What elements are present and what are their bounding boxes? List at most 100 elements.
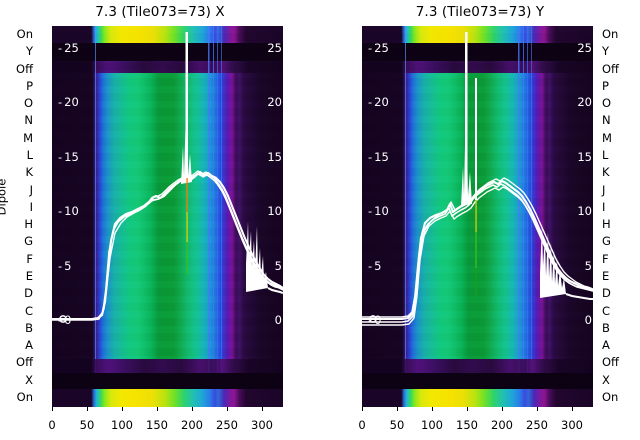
heatmap-row-x xyxy=(52,373,283,389)
panel-y: 7.3 (Tile073=73) Y xyxy=(320,0,640,440)
x-tick-mark-0 xyxy=(362,407,363,411)
dipole-label-h-11: H xyxy=(24,217,33,232)
y-tick-0: 0 xyxy=(584,313,592,327)
y-tick-15: 15 xyxy=(267,149,282,164)
x-tick-mark-300 xyxy=(572,407,573,411)
x-tick-100: 100 xyxy=(421,418,443,432)
x-tick-mark-200 xyxy=(502,407,503,411)
x-tick-300: 300 xyxy=(561,418,583,432)
zero-marker xyxy=(369,315,377,323)
y-tick-10: 10 xyxy=(267,204,282,219)
y-tick-25: 25 xyxy=(577,41,592,55)
panel-y-title: 7.3 (Tile073=73) Y xyxy=(415,4,545,20)
x-tick-mark-150 xyxy=(467,407,468,411)
dipole-label-f-13: F xyxy=(602,251,609,266)
x-axis-left: 0 50 100 150 200 250 300 xyxy=(48,407,283,437)
dipole-label-l-7: L xyxy=(602,148,609,162)
dipole-label-on-21: On xyxy=(602,390,619,404)
marker-line-yellow xyxy=(186,212,188,242)
dipole-label-b-17: B xyxy=(602,320,610,335)
x-tick-mark-50 xyxy=(397,407,398,411)
x-tick-50: 50 xyxy=(389,418,405,432)
overlay-traces-x xyxy=(52,26,283,407)
x-tick-mark-200 xyxy=(192,407,193,411)
x-tick-150: 150 xyxy=(146,418,168,432)
heatmap-rfi-lines xyxy=(362,26,593,407)
dipole-label-a-18: A xyxy=(25,338,33,353)
y-tick-5: 5 xyxy=(274,258,282,273)
marker-line-green xyxy=(475,232,477,268)
marker-line-dark-green xyxy=(475,268,477,296)
heatmap-row-on-bottom xyxy=(362,389,593,407)
heatmap-row-off-bottom xyxy=(362,359,593,373)
y-tick-5: -5 xyxy=(368,258,382,273)
zero-marker xyxy=(59,315,67,323)
dipole-label-m-6: M xyxy=(23,130,33,145)
y-axis-categories-left: On Y Off P O N M L K J I H G F E D C B A Off X On xyxy=(0,26,36,407)
dipole-label-h-11: H xyxy=(602,217,611,232)
dipole-label-y-1: Y xyxy=(25,44,33,59)
x-tick-100: 100 xyxy=(111,418,133,432)
x-tick-50: 50 xyxy=(79,418,95,432)
dipole-label-n-5: N xyxy=(602,113,611,128)
heatmap-x xyxy=(52,26,283,407)
dipole-label-a-18: A xyxy=(602,338,610,353)
dipole-label-off-19: Off xyxy=(602,355,619,370)
y-axis-inner-ticks-right: 25 20 15 10 5 0 xyxy=(246,26,286,407)
x-tick-mark-50 xyxy=(87,407,88,411)
y-axis-categories-right: On Y Off P O N M L K J I H G F E D C B A Off X On xyxy=(598,26,640,407)
dipole-label-c-16: C xyxy=(24,303,33,318)
y-tick-5: -5 xyxy=(58,258,72,273)
dipole-label-o-4: O xyxy=(602,96,612,111)
x-tick-mark-300 xyxy=(262,407,263,411)
y-tick-25: -25 xyxy=(58,41,79,55)
heatmap-rfi-lines xyxy=(52,26,283,407)
dipole-label-b-17: B xyxy=(25,320,33,335)
dipole-label-j-9: J xyxy=(29,182,33,197)
x-tick-150: 150 xyxy=(456,418,478,432)
dipole-label-e-14: E xyxy=(602,269,610,283)
y-tick-20: -20 xyxy=(58,95,79,110)
dipole-label-x-20: X xyxy=(602,372,610,387)
dipole-label-d-15: D xyxy=(24,286,33,301)
dipole-label-g-12: G xyxy=(602,234,611,249)
dipole-label-m-6: M xyxy=(602,130,612,145)
dipole-label-off-2: Off xyxy=(602,61,619,76)
dipole-label-o-4: O xyxy=(23,96,33,111)
dipole-label-on-21: On xyxy=(16,390,33,404)
panel-y-plot-area xyxy=(362,26,593,407)
x-tick-200: 200 xyxy=(491,418,513,432)
dipole-label-y-1: Y xyxy=(602,44,610,59)
x-tick-0: 0 xyxy=(358,418,366,432)
y-tick-15: -15 xyxy=(368,149,389,164)
y-axis-inner-ticks-left: -25 -20 -15 -10 -5 -0 xyxy=(52,26,92,407)
dipole-label-off-2: Off xyxy=(16,61,33,76)
y-tick-20: 20 xyxy=(267,95,282,110)
y-tick-10: -10 xyxy=(368,204,389,219)
panel-x-title: 7.3 (Tile073=73) X xyxy=(95,4,225,20)
y-tick-15: 15 xyxy=(577,149,592,164)
y-tick-25: 25 xyxy=(267,41,282,55)
dipole-label-k-8: K xyxy=(25,165,33,180)
y-axis-inner-ticks-right: 25 20 15 10 5 0 xyxy=(556,26,596,407)
y-tick-25: -25 xyxy=(368,41,389,55)
dipole-label-p-3: P xyxy=(602,78,609,93)
dipole-label-on-0: On xyxy=(602,27,619,41)
dipole-label-c-16: C xyxy=(602,303,611,318)
dipole-label-l-7: L xyxy=(26,148,33,162)
panel-x-plot-area xyxy=(52,26,283,407)
x-tick-300: 300 xyxy=(251,418,273,432)
dipole-label-i-10: I xyxy=(29,199,33,214)
x-tick-250: 250 xyxy=(216,418,238,432)
x-tick-mark-250 xyxy=(537,407,538,411)
heatmap-row-on-bottom xyxy=(52,389,283,407)
dipole-label-f-13: F xyxy=(26,251,33,266)
dipole-label-k-8: K xyxy=(602,165,610,180)
x-tick-0: 0 xyxy=(48,418,56,432)
panel-x: 7.3 (Tile073=73) X Dipole On Y Off P O N M L K J I… xyxy=(0,4,286,437)
y-tick-15: -15 xyxy=(58,149,79,164)
dipole-label-p-3: P xyxy=(26,78,33,93)
y-axis-inner-ticks-left: -25 -20 -15 -10 -5 -0 xyxy=(362,26,402,407)
marker-line-green xyxy=(186,242,188,274)
